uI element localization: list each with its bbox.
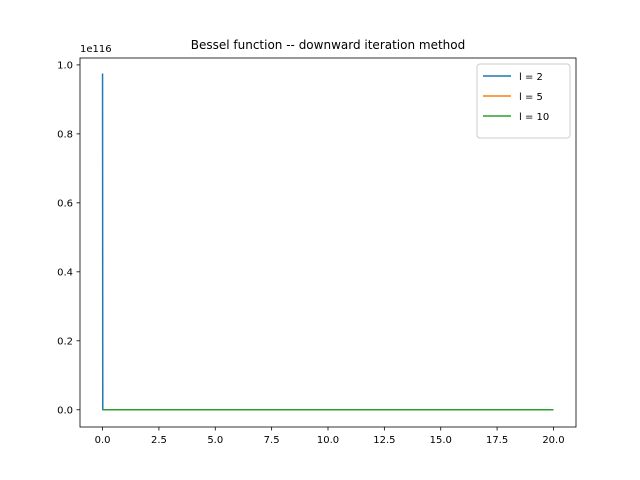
y-tick-label: 0.2 [57,336,73,347]
legend-label: l = 2 [519,72,543,83]
x-tick-label: 2.5 [151,435,167,446]
y-tick-label: 0.0 [57,405,73,416]
x-tick-label: 17.5 [486,435,508,446]
y-tick-label: 0.8 [57,129,73,140]
x-tick-label: 12.5 [373,435,395,446]
x-tick-label: 15.0 [430,435,452,446]
legend-label: l = 5 [519,92,543,103]
plot-area [101,73,554,411]
legend: l = 2 l = 5 l = 10 [476,63,571,139]
y-tick-label: 0.4 [57,267,73,278]
legend-box [476,63,571,139]
x-tick-label: 7.5 [264,435,280,446]
x-tick-label: 0.0 [95,435,111,446]
y-tick-label: 0.6 [57,198,73,209]
chart-title: Bessel function -- downward iteration me… [191,38,466,52]
x-tick-label: 20.0 [542,435,564,446]
axes: 0.0 2.5 5.0 7.5 10.0 12.5 15.0 17.5 20.0 0.0 0.2 0.… [57,57,577,446]
x-tick-label: 5.0 [207,435,223,446]
x-tick-label: 10.0 [317,435,339,446]
legend-label: l = 10 [519,112,549,123]
y-tick-label: 1.0 [57,60,73,71]
y-offset-label: 1e116 [80,44,112,55]
